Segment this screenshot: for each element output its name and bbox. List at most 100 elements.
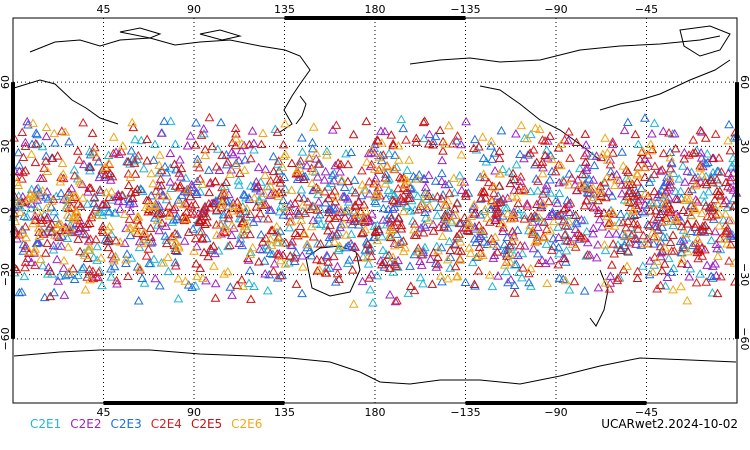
occultation-point <box>284 222 295 232</box>
occultation-point <box>398 206 409 216</box>
occultation-point <box>323 225 333 235</box>
occultation-point <box>532 248 543 258</box>
occultation-point <box>210 293 221 302</box>
occultation-point <box>61 202 72 212</box>
occultation-point <box>74 219 85 228</box>
occultation-point <box>437 193 447 203</box>
occultation-point <box>62 210 73 219</box>
occultation-point <box>32 201 43 210</box>
occultation-point <box>488 253 499 262</box>
occultation-point <box>359 214 369 223</box>
occultation-point <box>570 242 581 251</box>
occultation-point <box>111 191 122 201</box>
occultation-point <box>241 206 251 216</box>
coastline-segment <box>119 27 162 39</box>
occultation-point <box>207 141 218 151</box>
occultation-point <box>537 157 548 166</box>
occultation-point <box>430 131 441 141</box>
occultation-point <box>325 220 335 229</box>
occultation-point <box>475 172 485 181</box>
occultation-point <box>523 150 533 159</box>
occultation-point <box>324 263 335 272</box>
occultation-point <box>316 255 327 265</box>
occultation-point <box>511 128 521 138</box>
occultation-point <box>499 260 510 269</box>
occultation-point <box>691 277 702 287</box>
occultation-point <box>602 155 613 164</box>
occultation-point <box>180 276 191 285</box>
tick-label-right: 30 <box>738 139 750 153</box>
occultation-point <box>566 173 577 182</box>
occultation-point <box>647 129 657 138</box>
occultation-point <box>377 259 387 269</box>
occultation-point <box>38 260 48 270</box>
occultation-point <box>700 133 711 142</box>
occultation-point <box>77 193 88 202</box>
occultation-point <box>320 166 331 176</box>
occultation-point <box>19 271 30 281</box>
occultation-point <box>563 216 574 226</box>
occultation-point <box>248 138 259 148</box>
occultation-point <box>381 169 391 178</box>
occultation-point <box>154 225 165 235</box>
occultation-point <box>127 193 138 202</box>
occultation-point <box>663 206 674 215</box>
occultation-point <box>289 252 300 262</box>
occultation-point <box>176 163 187 173</box>
occultation-point <box>360 245 371 254</box>
occultation-point <box>230 140 241 150</box>
occultation-point <box>22 116 33 126</box>
occultation-point <box>238 226 248 235</box>
occultation-point <box>191 118 201 127</box>
occultation-point <box>608 239 619 248</box>
occultation-point <box>553 259 564 269</box>
occultation-point <box>632 170 643 179</box>
occultation-point <box>322 146 332 156</box>
occultation-point <box>690 147 701 157</box>
occultation-point <box>388 138 398 148</box>
occultation-point <box>672 194 683 204</box>
occultation-point <box>478 153 489 162</box>
occultation-point <box>148 178 158 188</box>
occultation-point <box>60 127 71 136</box>
occultation-point <box>280 118 290 128</box>
occultation-point <box>47 269 57 278</box>
occultation-point <box>659 193 669 202</box>
occultation-point <box>659 200 670 209</box>
occultation-point <box>409 224 419 234</box>
occultation-point <box>539 217 550 226</box>
occultation-point <box>695 269 706 278</box>
occultation-point <box>498 222 509 232</box>
occultation-point <box>576 179 586 188</box>
occultation-point <box>423 139 434 148</box>
occultation-point <box>218 212 229 222</box>
occultation-point <box>607 260 617 269</box>
occultation-point <box>448 173 459 182</box>
occultation-point <box>63 269 74 278</box>
occultation-point <box>174 168 185 177</box>
occultation-point <box>210 278 221 288</box>
occultation-point <box>173 198 184 207</box>
tick-label-top: 90 <box>187 3 201 16</box>
occultation-point <box>49 128 60 138</box>
occultation-point <box>152 215 163 224</box>
occultation-point <box>370 190 380 200</box>
occultation-point <box>671 213 682 222</box>
occultation-point <box>593 282 604 292</box>
occultation-point <box>608 148 618 157</box>
occultation-point <box>385 289 395 299</box>
occultation-point <box>59 255 69 265</box>
occultation-point <box>711 239 722 248</box>
occultation-point <box>245 247 256 256</box>
occultation-point <box>595 190 605 199</box>
occultation-point <box>437 155 447 165</box>
occultation-point <box>53 218 64 228</box>
occultation-point <box>480 204 491 214</box>
occultation-point <box>688 175 699 185</box>
occultation-point <box>95 185 105 194</box>
occultation-point <box>79 250 90 259</box>
occultation-point <box>398 190 409 200</box>
occultation-point <box>648 214 659 223</box>
occultation-point <box>677 254 688 264</box>
coastline-segment <box>295 95 307 125</box>
